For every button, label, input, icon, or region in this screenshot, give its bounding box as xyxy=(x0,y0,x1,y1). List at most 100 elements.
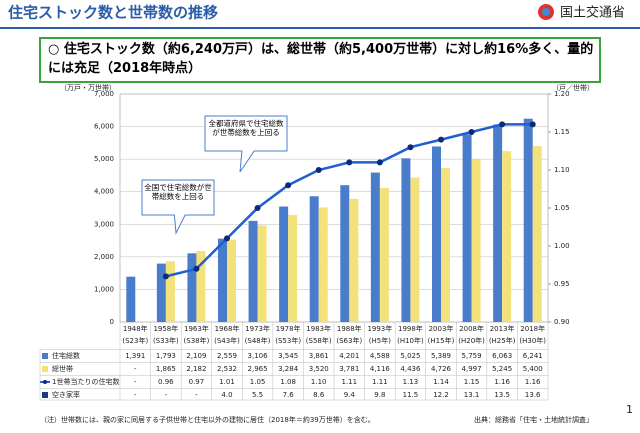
x-tick-sublabel: (H30年) xyxy=(519,336,546,345)
x-tick-label: 1998年 xyxy=(398,324,423,333)
x-tick-sublabel: (S48年) xyxy=(245,336,271,345)
table-cell: 1.08 xyxy=(280,378,296,386)
bar xyxy=(156,263,166,322)
ratio-point xyxy=(193,265,200,272)
bar xyxy=(523,118,533,323)
summary: ○ 住宅ストック数（約6,240万戸）は、総世帯（約5,400万世帯）に対し約1… xyxy=(48,42,594,76)
x-tick-sublabel: (H20年) xyxy=(458,336,485,345)
bar xyxy=(288,215,298,322)
table-cell: 5,389 xyxy=(431,352,451,360)
bar xyxy=(318,207,328,322)
y2-tick-label: 0.95 xyxy=(554,280,570,288)
table-cell: 6,063 xyxy=(492,352,512,360)
table-cell: 1,865 xyxy=(156,365,176,373)
table-cell: 4,201 xyxy=(339,352,359,360)
table-cell: 1.13 xyxy=(403,378,419,386)
table-cell: 1.10 xyxy=(311,378,327,386)
table-cell: 3,545 xyxy=(278,352,298,360)
table-cell: 1.05 xyxy=(250,378,266,386)
x-tick-sublabel: (S58年) xyxy=(306,336,332,345)
legend-swatch xyxy=(42,353,48,359)
bar xyxy=(462,134,472,322)
table-cell: - xyxy=(195,391,198,399)
x-tick-label: 2018年 xyxy=(520,324,545,333)
y-tick-label: 3,000 xyxy=(94,220,114,228)
y-tick-label: 1,000 xyxy=(94,285,114,293)
x-tick-label: 1993年 xyxy=(367,324,392,333)
callout xyxy=(204,115,288,173)
x-tick-label: 2008年 xyxy=(459,324,484,333)
legend-swatch xyxy=(42,392,48,398)
annotation: 全国で住宅総数が世帯総数を上回る xyxy=(144,183,212,201)
bar xyxy=(410,177,420,322)
legend-label: 空き家率 xyxy=(52,390,80,399)
bar xyxy=(257,225,267,322)
annotation: 全都道府県で住宅総数が世帯総数を上回る xyxy=(208,119,284,137)
table-cell: - xyxy=(165,391,168,399)
table-cell: - xyxy=(134,378,137,386)
bar xyxy=(279,206,289,322)
table-cell: 1,793 xyxy=(156,352,176,360)
source: 出典：総務省「住宅・土地統計調査」 xyxy=(474,415,593,424)
ratio-point xyxy=(407,144,414,151)
ratio-point xyxy=(346,159,353,166)
x-tick-label: 1988年 xyxy=(337,324,362,333)
summary-holder: ○ 住宅ストック数（約6,240万戸）は、総世帯（約5,400万世帯）に対し約1… xyxy=(48,42,594,76)
bar xyxy=(532,146,542,322)
bar xyxy=(502,151,512,322)
ratio-point xyxy=(499,121,506,128)
callout xyxy=(141,179,215,235)
y2-tick-label: 1.20 xyxy=(554,90,570,98)
summary-box xyxy=(39,37,601,83)
table-cell: 5,025 xyxy=(400,352,420,360)
table-cell: 13.5 xyxy=(494,391,510,399)
table-cell: 7.6 xyxy=(283,391,295,399)
table-cell: 4,997 xyxy=(462,365,482,373)
table-cell: 9.8 xyxy=(374,391,385,399)
table-cell: 1.01 xyxy=(219,378,235,386)
legend-label: 住宅総数 xyxy=(52,351,80,360)
ratio-point xyxy=(529,121,536,128)
legend-label: 1世帯当たりの住宅数 xyxy=(52,377,119,386)
title: 住宅ストック数と世帯数の推移 xyxy=(8,4,218,22)
bar xyxy=(401,158,411,322)
table-cell: 1.11 xyxy=(372,378,388,386)
table-cell: 13.1 xyxy=(464,391,480,399)
table-cell: 5,245 xyxy=(492,365,512,373)
y-tick-label: 4,000 xyxy=(94,188,114,196)
bar xyxy=(441,168,450,322)
x-tick-label: 1968年 xyxy=(215,324,240,333)
x-tick-sublabel: (S23年) xyxy=(122,336,148,345)
table-cell: 4,116 xyxy=(370,365,391,373)
table-cell: 1.14 xyxy=(433,378,449,386)
y-tick-label: 0 xyxy=(110,318,114,326)
x-tick-label: 1948年 xyxy=(123,324,148,333)
table-cell: 3,781 xyxy=(339,365,359,373)
table-cell: 12.2 xyxy=(433,391,449,399)
callout-holder: 全都道府県で住宅総数が世帯総数を上回る xyxy=(208,119,284,137)
table-cell: 1,391 xyxy=(125,352,145,360)
bar xyxy=(349,198,359,322)
table-cell: 4,588 xyxy=(370,352,390,360)
bar xyxy=(493,124,503,322)
ratio-point xyxy=(224,235,230,242)
table-cell: 2,182 xyxy=(186,365,206,373)
x-tick-sublabel: (S33年) xyxy=(153,336,179,345)
bar xyxy=(248,220,258,322)
table-cell: 2,559 xyxy=(217,352,237,360)
table-cell: 1.16 xyxy=(494,378,510,386)
x-tick-label: 1963年 xyxy=(184,324,209,333)
table-cell: 4.0 xyxy=(221,391,232,399)
ratio-point xyxy=(376,159,383,166)
x-tick-sublabel: (H15年) xyxy=(428,336,455,345)
legend-swatch xyxy=(42,366,48,372)
table-cell: 9.4 xyxy=(344,391,356,399)
bar xyxy=(432,146,441,322)
bar xyxy=(165,261,175,322)
x-tick-sublabel: (H25年) xyxy=(489,336,516,345)
bar xyxy=(187,253,197,322)
y-tick-label: 2,000 xyxy=(94,253,114,261)
table-cell: 11.5 xyxy=(403,391,419,399)
